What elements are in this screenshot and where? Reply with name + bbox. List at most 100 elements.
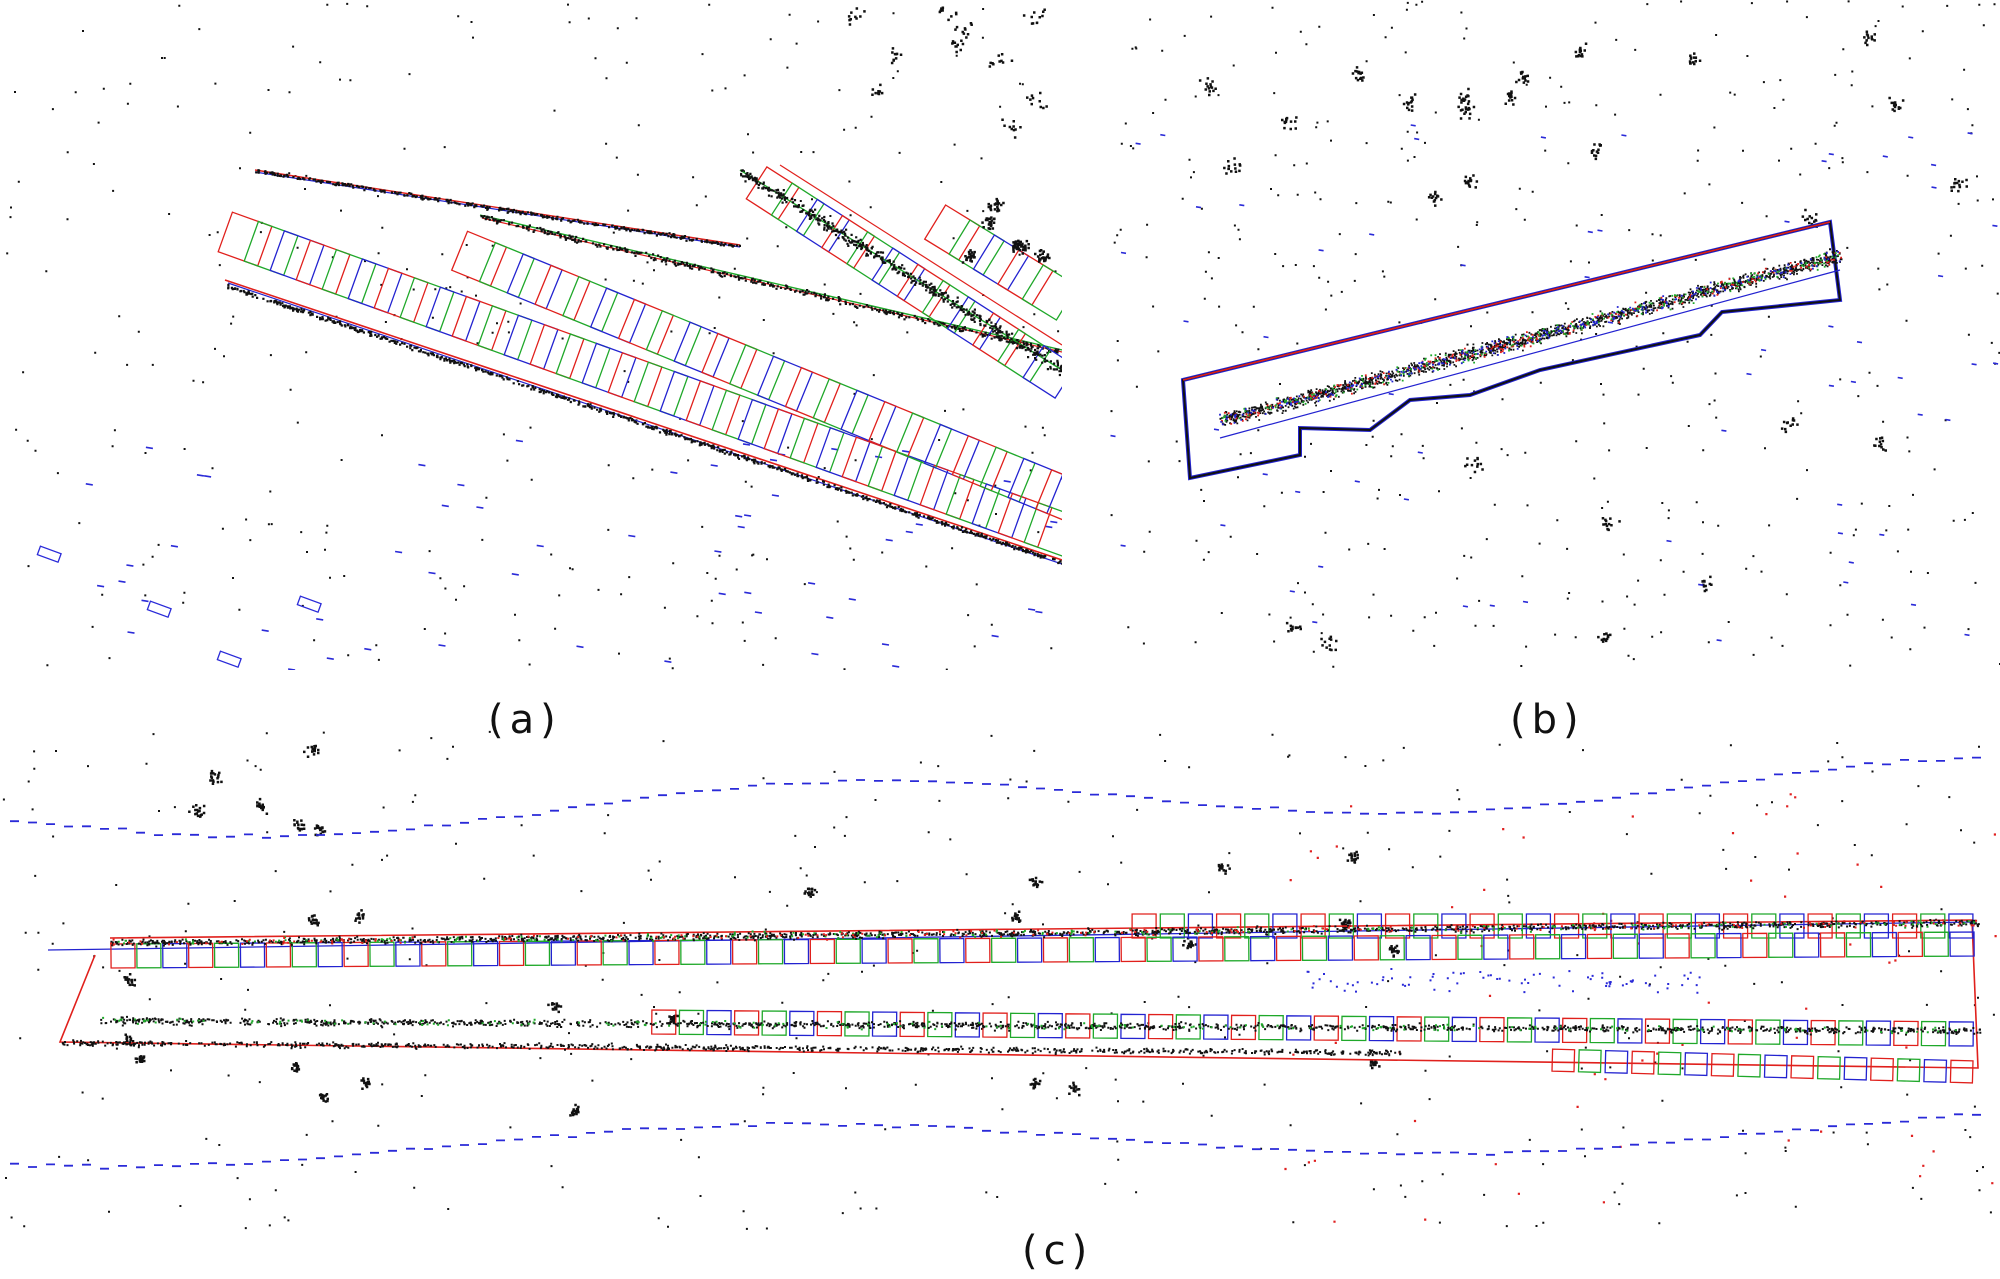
point-cluster — [1029, 1077, 1042, 1090]
point-cluster — [313, 824, 327, 837]
keyframe-frustum — [1120, 936, 1146, 963]
keyframe-frustum — [1727, 1019, 1754, 1045]
keyframe-frustum — [1604, 1049, 1629, 1074]
point-cluster — [547, 1002, 563, 1014]
sparse-marker — [85, 439, 1062, 670]
keyframe-frustum — [1275, 935, 1302, 962]
point-cluster — [123, 973, 137, 987]
keyframe-frustum — [1159, 913, 1185, 939]
keyframe-frustum — [1897, 931, 1924, 958]
keyframe-frustum — [1379, 935, 1405, 961]
keyframe-frustum — [369, 941, 395, 967]
point-cluster — [1427, 190, 1443, 207]
point-cluster — [988, 53, 1014, 68]
keyframe-frustum — [1068, 937, 1095, 963]
keyframe-frustum — [965, 937, 991, 964]
point-cloud — [1306, 968, 1701, 994]
keyframe-frustum — [1007, 457, 1062, 515]
point-cluster — [847, 7, 866, 26]
point-cluster — [569, 1103, 580, 1117]
keyframe-frustum — [602, 940, 628, 966]
point-cluster — [1068, 1081, 1081, 1097]
keyframe-frustum — [1203, 1014, 1229, 1040]
keyframe-frustum — [1037, 1012, 1063, 1039]
point-cluster — [303, 744, 320, 758]
keyframe-frustum — [1699, 1018, 1726, 1045]
keyframe-frustum — [820, 214, 876, 269]
keyframe-frustum — [1577, 1049, 1602, 1074]
keyframe-frustum — [733, 1010, 760, 1036]
point-cloud — [255, 169, 741, 248]
keyframe-frustum — [651, 1009, 677, 1035]
point-cluster — [1888, 96, 1905, 113]
caption-b: (b) — [1510, 697, 1585, 743]
keyframe-frustum — [1810, 1019, 1836, 1046]
sparse-boundary — [10, 756, 1981, 839]
keyframe-frustum — [524, 940, 551, 966]
keyframe-frustum — [1423, 1016, 1450, 1042]
keyframe-frustum — [1612, 933, 1639, 959]
caption-c: (c) — [1022, 1228, 1094, 1274]
point-cluster — [209, 769, 223, 785]
keyframe-frustum — [1561, 1017, 1588, 1044]
keyframe-frustum — [291, 942, 318, 968]
point-cluster — [256, 797, 269, 815]
keyframe-frustum — [1327, 935, 1354, 961]
trajectory-line — [1182, 221, 1831, 381]
point-cloud — [1219, 251, 1841, 426]
keyframe-frustum — [1301, 935, 1328, 961]
keyframe-frustum — [1586, 933, 1613, 960]
scene-a — [6, 2, 1062, 670]
point-cluster — [954, 22, 973, 39]
keyframe-frustum — [899, 1011, 925, 1038]
keyframe-frustum — [1022, 344, 1062, 399]
keyframe-frustum — [1755, 1019, 1781, 1045]
keyframe-frustum — [1534, 934, 1561, 960]
keyframe-frustum — [1870, 1057, 1894, 1082]
keyframe-frustum — [162, 942, 188, 969]
point-cluster — [938, 6, 958, 22]
keyframe-frustum — [1172, 936, 1198, 962]
keyframe-frustum — [213, 942, 240, 968]
point-cluster — [1223, 157, 1242, 175]
keyframe-frustum — [1009, 1012, 1036, 1039]
panel-a-trajectory-map — [0, 0, 1062, 670]
keyframe-frustum — [576, 940, 602, 966]
point-cluster — [1863, 30, 1876, 47]
keyframe-frustum — [1479, 1016, 1505, 1043]
keyframe-frustum — [1120, 1013, 1146, 1040]
keyframe-frustum — [1896, 1058, 1921, 1083]
keyframe-frustum — [1948, 1021, 1974, 1047]
point-cluster — [1320, 635, 1338, 652]
keyframe-frustum — [939, 937, 965, 964]
landmark-box — [296, 595, 322, 614]
keyframe-frustum — [1865, 1020, 1892, 1046]
point-cluster — [1574, 42, 1588, 58]
keyframe-frustum — [1146, 936, 1172, 962]
keyframe-frustum — [1224, 936, 1250, 962]
trajectory-loop — [1181, 220, 1842, 480]
keyframe-frustum — [982, 1012, 1008, 1038]
keyframe-frustum — [1016, 937, 1043, 963]
trajectory-line — [224, 279, 1062, 561]
point-cluster — [1016, 239, 1030, 255]
point-cluster — [1351, 66, 1365, 82]
point-cluster — [1780, 417, 1799, 434]
point-cluster — [1001, 118, 1022, 139]
keyframe-frustum — [645, 309, 702, 367]
keyframe-frustum — [1751, 913, 1777, 939]
keyframe-frustum — [239, 942, 266, 968]
point-cluster — [1458, 87, 1471, 106]
keyframe-frustum — [1657, 1051, 1682, 1076]
keyframe-frustum — [1451, 1016, 1478, 1043]
trajectory-line — [739, 169, 1062, 371]
keyframe-frustum — [913, 938, 939, 964]
point-cluster — [871, 83, 884, 96]
keyframe-frustum — [1845, 932, 1872, 958]
point-cluster — [360, 1077, 371, 1090]
caption-a: (a) — [488, 697, 562, 743]
keyframe-frustum — [731, 939, 758, 965]
keyframe-frustum — [895, 412, 953, 469]
keyframe-frustum — [343, 941, 369, 968]
keyframe-frustum — [1534, 1017, 1560, 1043]
